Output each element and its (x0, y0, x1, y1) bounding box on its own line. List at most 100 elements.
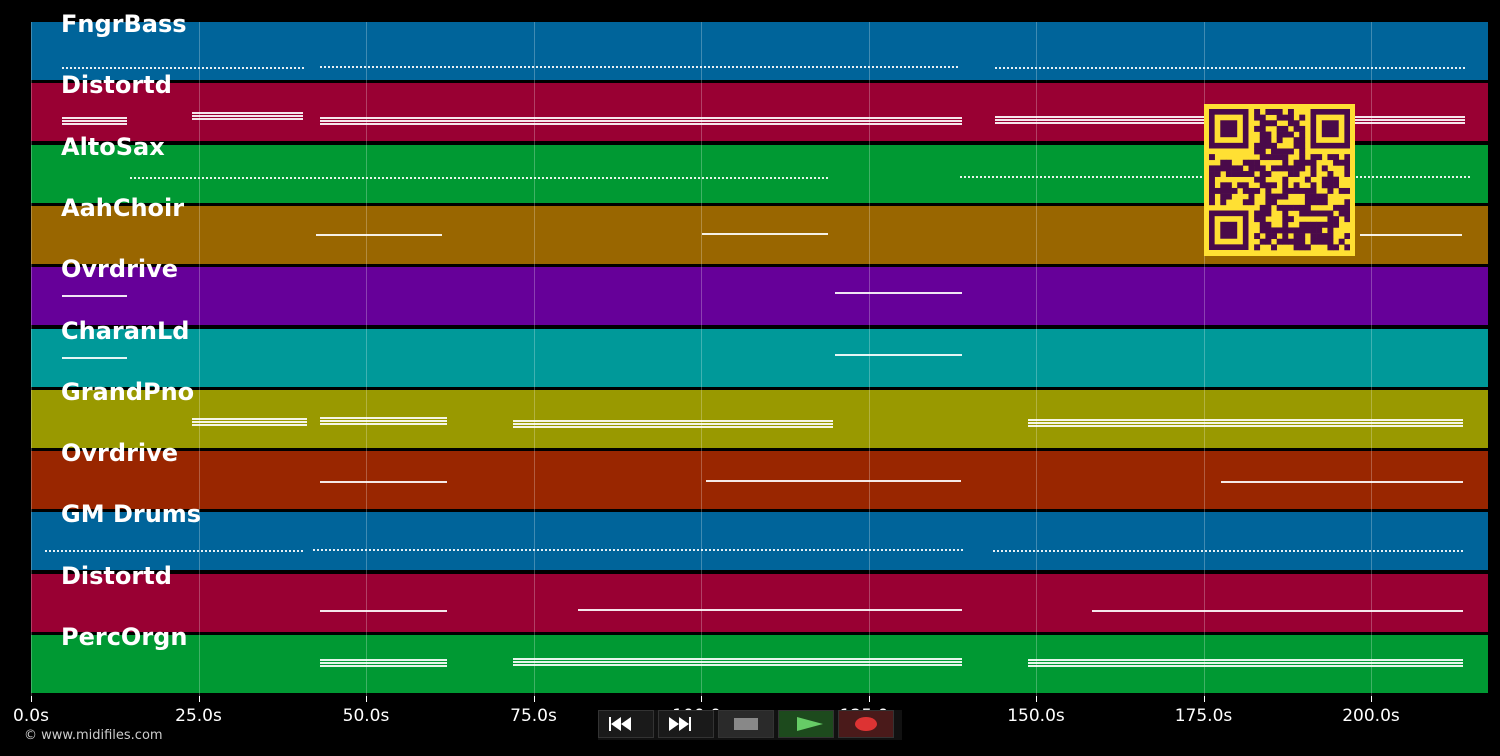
note-segment (320, 416, 447, 419)
note-segment (130, 176, 828, 179)
qr-code-pattern (1209, 109, 1350, 251)
track-label: Distortd (61, 561, 172, 590)
note-segment (1028, 659, 1463, 661)
track-band (31, 573, 1488, 632)
note-segment (62, 295, 127, 298)
note-segment (835, 292, 962, 295)
rewind-icon (609, 717, 631, 731)
qr-code-icon (1204, 104, 1355, 256)
note-segment (513, 658, 962, 660)
note-segment (320, 665, 447, 667)
note-segment (320, 123, 962, 126)
axis-tick (868, 696, 870, 702)
note-segment (1028, 662, 1463, 664)
grid-line (1036, 22, 1037, 696)
grid-line (701, 22, 702, 696)
track-band (31, 22, 1488, 80)
note-segment (1221, 481, 1463, 484)
note-segment (513, 425, 833, 428)
note-segment (313, 549, 963, 552)
note-segment (1092, 609, 1463, 612)
track-label: Distortd (61, 71, 172, 100)
track-label: PercOrgn (61, 623, 188, 651)
axis-tick (1203, 696, 1205, 702)
track-band (31, 328, 1488, 387)
note-segment (513, 661, 962, 663)
note-segment (702, 232, 828, 235)
track-label: FngrBass (61, 10, 187, 38)
note-segment (835, 353, 962, 356)
note-segment (320, 422, 447, 425)
note-segment (1028, 418, 1463, 421)
note-segment (1360, 233, 1462, 236)
note-segment (513, 422, 833, 425)
note-segment (320, 419, 447, 422)
axis-tick-label: 0.0s (13, 706, 49, 726)
note-segment (320, 481, 447, 484)
note-segment (316, 233, 442, 236)
track-label: Ovrdrive (61, 439, 179, 468)
axis-tick (31, 696, 32, 702)
axis-tick (198, 696, 200, 702)
axis-tick-label: 50.0s (342, 706, 390, 726)
note-segment (578, 608, 962, 611)
note-segment (62, 117, 127, 120)
note-segment (706, 480, 961, 483)
note-segment (320, 662, 447, 664)
note-segment (993, 550, 1463, 553)
note-segment (62, 120, 127, 123)
rewind-button[interactable] (598, 710, 654, 738)
note-segment (320, 609, 447, 612)
track-label: AahChoir (61, 193, 185, 222)
grid-line (1203, 22, 1205, 696)
stop-button[interactable] (718, 710, 774, 738)
axis-tick-label: 175.0s (1174, 706, 1233, 726)
axis-tick (533, 696, 535, 702)
track-label: GM Drums (61, 500, 202, 529)
copyright-text: © www.midifiles.com (24, 728, 163, 743)
note-segment (513, 419, 833, 422)
note-segment (192, 420, 307, 423)
note-segment (192, 115, 303, 118)
note-segment (62, 356, 127, 359)
grid-line (533, 22, 535, 696)
note-segment (320, 120, 962, 123)
note-segment (192, 112, 303, 115)
note-segment (62, 67, 305, 69)
axis-tick-label: 25.0s (175, 706, 222, 726)
note-segment (1028, 424, 1463, 427)
record-icon (855, 717, 877, 731)
track-band (31, 512, 1488, 571)
note-segment (192, 423, 307, 426)
track-band (31, 267, 1488, 326)
stop-icon (734, 718, 758, 730)
note-segment (62, 123, 127, 126)
play-button[interactable] (778, 710, 834, 738)
note-segment (192, 417, 307, 420)
note-segment (320, 66, 960, 68)
axis-tick-label: 75.0s (510, 706, 557, 726)
note-segment (513, 664, 962, 666)
grid-line (198, 22, 200, 696)
track-label: Ovrdrive (61, 255, 179, 284)
axis-tick (366, 696, 367, 702)
grid-line (31, 22, 32, 696)
grid-line (868, 22, 870, 696)
track-label: CharanLd (61, 316, 190, 345)
axis-tick-label: 200.0s (1342, 706, 1400, 726)
axis-tick (1371, 696, 1372, 702)
axis-tick (1036, 696, 1037, 702)
note-segment (995, 67, 1465, 69)
track-label: AltoSax (61, 132, 165, 161)
note-segment (320, 117, 962, 120)
note-segment (192, 118, 303, 121)
axis-tick-label: 150.0s (1007, 706, 1065, 726)
note-segment (45, 550, 305, 553)
play-icon (797, 717, 823, 731)
note-segment (320, 659, 447, 661)
record-button[interactable] (838, 710, 894, 738)
grid-line (366, 22, 367, 696)
fast-forward-button[interactable] (658, 710, 714, 738)
note-segment (1028, 665, 1463, 667)
